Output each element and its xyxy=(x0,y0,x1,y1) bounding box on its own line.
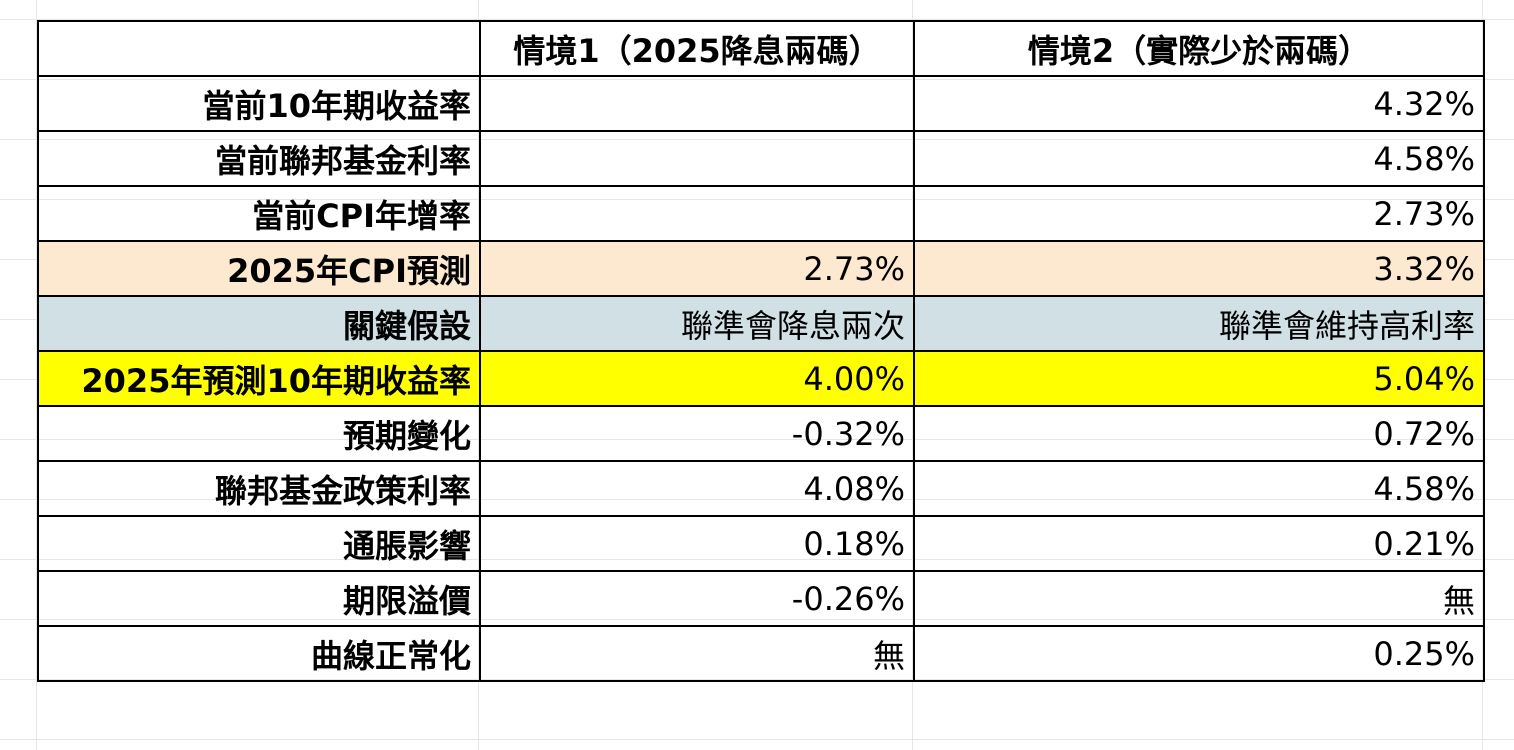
row-label[interactable]: 當前聯邦基金利率 xyxy=(37,130,481,187)
scenario-2-cell[interactable]: 無 xyxy=(913,570,1485,627)
row-label[interactable]: 聯邦基金政策利率 xyxy=(37,460,481,517)
row-label[interactable]: 2025年預測10年期收益率 xyxy=(37,350,481,407)
table-row: 曲線正常化 無 0.25% xyxy=(37,625,1485,682)
scenario-2-cell[interactable]: 0.21% xyxy=(913,515,1485,572)
row-label[interactable]: 當前CPI年增率 xyxy=(37,185,481,242)
scenario-table: 情境1（2025降息兩碼） 情境2（實際少於兩碼） 當前10年期收益率 4.32… xyxy=(37,20,1485,682)
header-row: 情境1（2025降息兩碼） 情境2（實際少於兩碼） xyxy=(37,20,1485,77)
scenario-1-cell[interactable]: 4.00% xyxy=(479,350,915,407)
scenario-2-cell[interactable]: 聯準會維持高利率 xyxy=(913,295,1485,352)
table-row: 聯邦基金政策利率 4.08% 4.58% xyxy=(37,460,1485,517)
table-row: 當前CPI年增率 2.73% xyxy=(37,185,1485,242)
scenario-1-cell[interactable]: 0.18% xyxy=(479,515,915,572)
scenario-2-cell[interactable]: 5.04% xyxy=(913,350,1485,407)
row-label[interactable]: 關鍵假設 xyxy=(37,295,481,352)
table-row: 預期變化 -0.32% 0.72% xyxy=(37,405,1485,462)
table-row: 通脹影響 0.18% 0.21% xyxy=(37,515,1485,572)
scenario-2-cell[interactable]: 2.73% xyxy=(913,185,1485,242)
table-row-cpi-forecast: 2025年CPI預測 2.73% 3.32% xyxy=(37,240,1485,297)
header-corner-cell[interactable] xyxy=(37,20,481,77)
row-label[interactable]: 2025年CPI預測 xyxy=(37,240,481,297)
scenario-1-cell[interactable]: 聯準會降息兩次 xyxy=(479,295,915,352)
table-row-yield-forecast: 2025年預測10年期收益率 4.00% 5.04% xyxy=(37,350,1485,407)
table-row: 當前聯邦基金利率 4.58% xyxy=(37,130,1485,187)
scenario-1-cell[interactable] xyxy=(479,75,915,132)
scenario-1-cell[interactable] xyxy=(479,185,915,242)
scenario-2-cell[interactable]: 3.32% xyxy=(913,240,1485,297)
table-row: 期限溢價 -0.26% 無 xyxy=(37,570,1485,627)
scenario-1-cell[interactable]: -0.26% xyxy=(479,570,915,627)
scenario-1-cell[interactable]: 4.08% xyxy=(479,460,915,517)
table-row: 當前10年期收益率 4.32% xyxy=(37,75,1485,132)
scenario-2-cell[interactable]: 4.58% xyxy=(913,460,1485,517)
table-row-key-assumption: 關鍵假設 聯準會降息兩次 聯準會維持高利率 xyxy=(37,295,1485,352)
scenario-1-cell[interactable]: 無 xyxy=(479,625,915,682)
row-label[interactable]: 當前10年期收益率 xyxy=(37,75,481,132)
header-scenario-1[interactable]: 情境1（2025降息兩碼） xyxy=(479,20,915,77)
row-label[interactable]: 通脹影響 xyxy=(37,515,481,572)
scenario-2-cell[interactable]: 0.25% xyxy=(913,625,1485,682)
scenario-2-cell[interactable]: 4.32% xyxy=(913,75,1485,132)
scenario-2-cell[interactable]: 4.58% xyxy=(913,130,1485,187)
scenario-1-cell[interactable]: 2.73% xyxy=(479,240,915,297)
scenario-1-cell[interactable] xyxy=(479,130,915,187)
row-label[interactable]: 曲線正常化 xyxy=(37,625,481,682)
scenario-1-cell[interactable]: -0.32% xyxy=(479,405,915,462)
row-label[interactable]: 期限溢價 xyxy=(37,570,481,627)
header-scenario-2[interactable]: 情境2（實際少於兩碼） xyxy=(913,20,1485,77)
row-label[interactable]: 預期變化 xyxy=(37,405,481,462)
scenario-2-cell[interactable]: 0.72% xyxy=(913,405,1485,462)
